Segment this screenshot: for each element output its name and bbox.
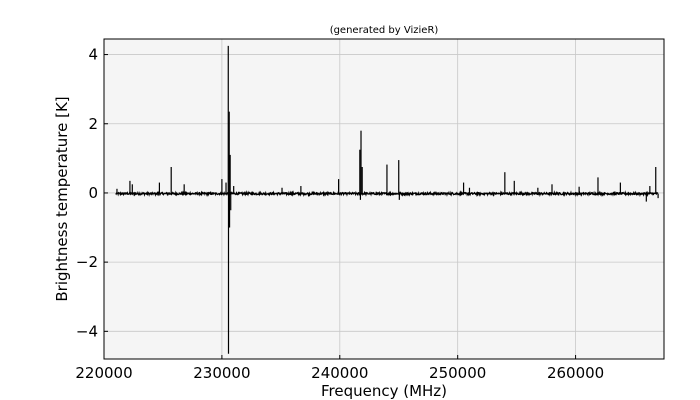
y-axis-label: Brightness temperature [K] <box>53 96 71 301</box>
chart-title: (generated by VizieR) <box>330 25 439 36</box>
y-axis: 4 2 0 −2 −4 <box>76 46 108 340</box>
plot-frame <box>103 38 665 360</box>
x-tick-label: 220000 <box>75 364 132 382</box>
x-tick-label: 250000 <box>429 364 486 382</box>
x-axis-label: Frequency (MHz) <box>321 382 447 400</box>
x-tick-label: 240000 <box>311 364 368 382</box>
x-tick-label: 230000 <box>193 364 250 382</box>
x-tick-label: 260000 <box>547 364 604 382</box>
y-tick-label: −4 <box>76 322 98 340</box>
grid-lines <box>103 39 664 359</box>
spectrum-baseline <box>115 190 659 198</box>
y-tick-label: 4 <box>88 46 98 64</box>
y-tick-label: 0 <box>88 184 98 202</box>
plot-area-background <box>104 39 664 359</box>
y-tick-label: 2 <box>88 115 98 133</box>
x-axis: 220000 230000 240000 250000 260000 <box>75 355 604 382</box>
series-layer <box>115 45 659 354</box>
y-tick-label: −2 <box>76 253 98 271</box>
